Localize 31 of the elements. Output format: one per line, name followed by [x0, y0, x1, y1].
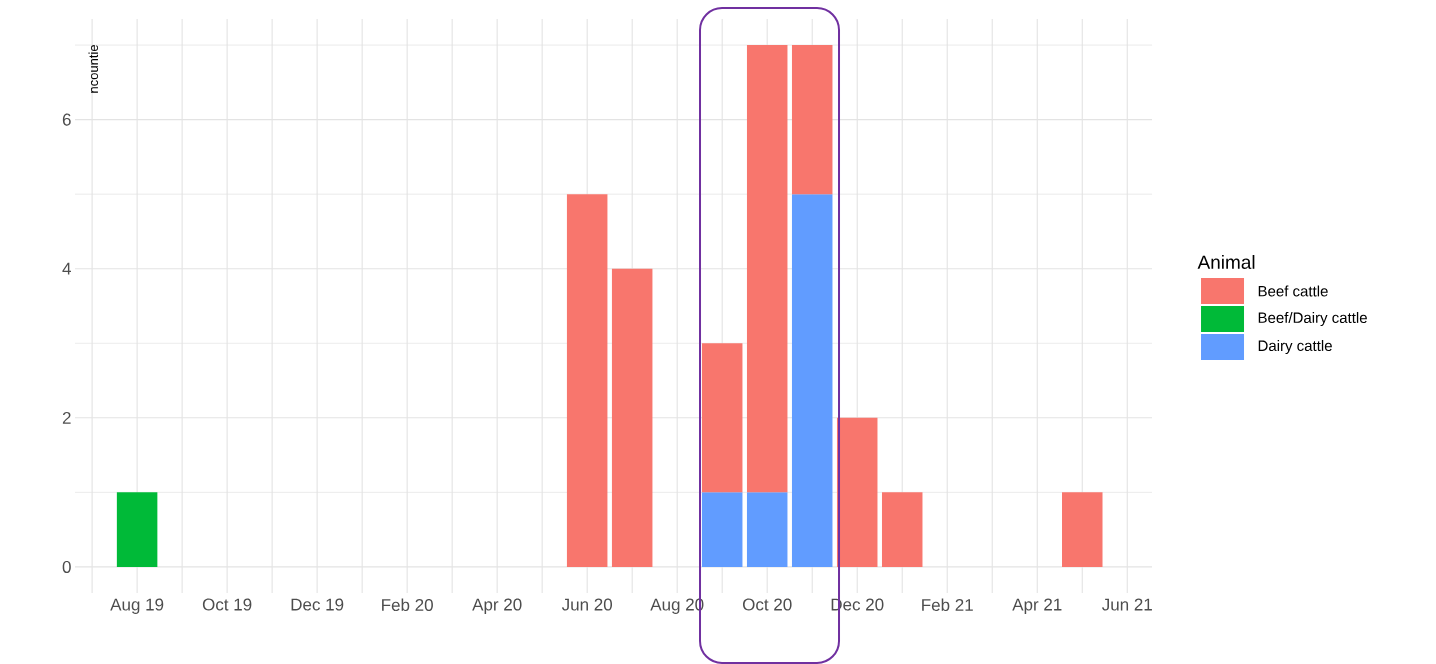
bar — [566, 194, 608, 567]
bar — [791, 194, 833, 567]
x-tick-label: Feb 21 — [922, 598, 973, 612]
y-axis-title: ncountie — [88, 45, 99, 93]
bar — [701, 343, 743, 493]
bar — [116, 492, 158, 567]
legend-label: Beef cattle — [1258, 285, 1328, 297]
y-tick-label: 2 — [62, 411, 71, 424]
x-tick-label: Dec 19 — [291, 598, 344, 611]
bar — [746, 45, 788, 493]
y-tick-label: 4 — [62, 262, 71, 275]
x-tick-label: Oct 19 — [202, 598, 252, 611]
y-tick-label: 0 — [62, 560, 71, 573]
bar — [836, 417, 878, 567]
legend-label: Beef/Dairy cattle — [1258, 312, 1367, 326]
bar — [746, 492, 788, 567]
bar — [881, 492, 923, 567]
y-tick-label: 6 — [62, 113, 71, 126]
bar — [1062, 492, 1103, 567]
x-tick-label: Aug 19 — [110, 598, 164, 614]
bar — [791, 45, 833, 195]
x-tick-label: Jun 20 — [561, 598, 613, 611]
legend-title: Animal — [1197, 255, 1255, 269]
bar — [611, 268, 653, 567]
bar — [701, 492, 743, 567]
x-tick-label: Feb 20 — [382, 598, 433, 612]
x-tick-label: Jun 21 — [1102, 598, 1152, 611]
legend-label: Dairy cattle — [1258, 340, 1332, 354]
x-tick-label: Apr 21 — [1012, 598, 1062, 614]
x-tick-label: Oct 20 — [742, 598, 792, 611]
x-tick-label: Apr 20 — [472, 598, 522, 614]
